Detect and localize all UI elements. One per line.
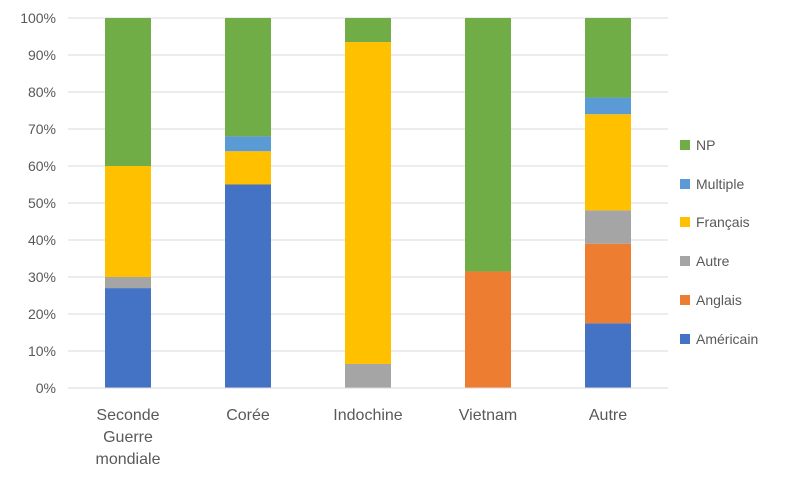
bar-segment: [585, 323, 631, 388]
legend-swatch: [680, 140, 690, 150]
x-tick-label: Vietnam: [459, 407, 517, 424]
bar-segment: [585, 18, 631, 98]
legend-label: Anglais: [696, 292, 742, 308]
legend-label: Autre: [696, 253, 730, 269]
y-tick-label: 60%: [28, 158, 56, 174]
bar-segment: [345, 42, 391, 364]
legend-item: Anglais: [680, 292, 742, 308]
legend-label: Américain: [696, 331, 758, 347]
y-tick-label: 20%: [28, 306, 56, 322]
legend-item: NP: [680, 137, 715, 153]
y-tick-label: 0%: [36, 380, 56, 396]
legend-label: NP: [696, 137, 715, 153]
bar-segment: [225, 151, 271, 185]
legend-item: Français: [680, 214, 750, 230]
bars: [105, 18, 631, 388]
bar-segment: [225, 136, 271, 152]
bar-segment: [345, 363, 391, 388]
legend-swatch: [680, 179, 690, 189]
y-tick-label: 70%: [28, 121, 56, 137]
x-axis-category-labels: Seconde Guerre mondiale Corée Indochine Vietn…: [96, 407, 628, 468]
x-tick-label: Guerre: [103, 429, 153, 446]
legend: NP Multiple Français Autre Anglais Américain: [680, 137, 758, 347]
y-tick-label: 50%: [28, 195, 56, 211]
legend-label: Multiple: [696, 176, 744, 192]
legend-swatch: [680, 256, 690, 266]
legend-item: Multiple: [680, 176, 744, 192]
x-tick-label: mondiale: [96, 451, 161, 468]
bar-segment: [225, 18, 271, 137]
bar-segment: [105, 18, 151, 166]
y-axis-tick-labels: 0% 10% 20% 30% 40% 50% 60% 70% 80% 90% 100%: [20, 10, 56, 396]
legend-item: Autre: [680, 253, 730, 269]
legend-swatch: [680, 295, 690, 305]
y-tick-label: 30%: [28, 269, 56, 285]
legend-swatch: [680, 217, 690, 227]
bar-segment: [585, 114, 631, 211]
legend-swatch: [680, 334, 690, 344]
y-tick-label: 10%: [28, 343, 56, 359]
bar-segment: [105, 288, 151, 388]
y-tick-label: 80%: [28, 84, 56, 100]
x-tick-label: Indochine: [333, 407, 402, 424]
bar-segment: [105, 277, 151, 289]
bar-segment: [585, 97, 631, 115]
bar-segment: [585, 243, 631, 324]
y-tick-label: 40%: [28, 232, 56, 248]
y-tick-label: 90%: [28, 47, 56, 63]
legend-item: Américain: [680, 331, 758, 347]
bar-segment: [465, 18, 511, 272]
legend-label: Français: [696, 214, 750, 230]
bar-segment: [345, 18, 391, 43]
x-tick-label: Corée: [226, 407, 270, 424]
x-tick-label: Autre: [589, 407, 627, 424]
bar-segment: [585, 210, 631, 244]
bar-segment: [225, 184, 271, 388]
bar-segment: [465, 271, 511, 388]
x-tick-label: Seconde: [96, 407, 159, 424]
bar-segment: [105, 166, 151, 277]
y-tick-label: 100%: [20, 10, 56, 26]
